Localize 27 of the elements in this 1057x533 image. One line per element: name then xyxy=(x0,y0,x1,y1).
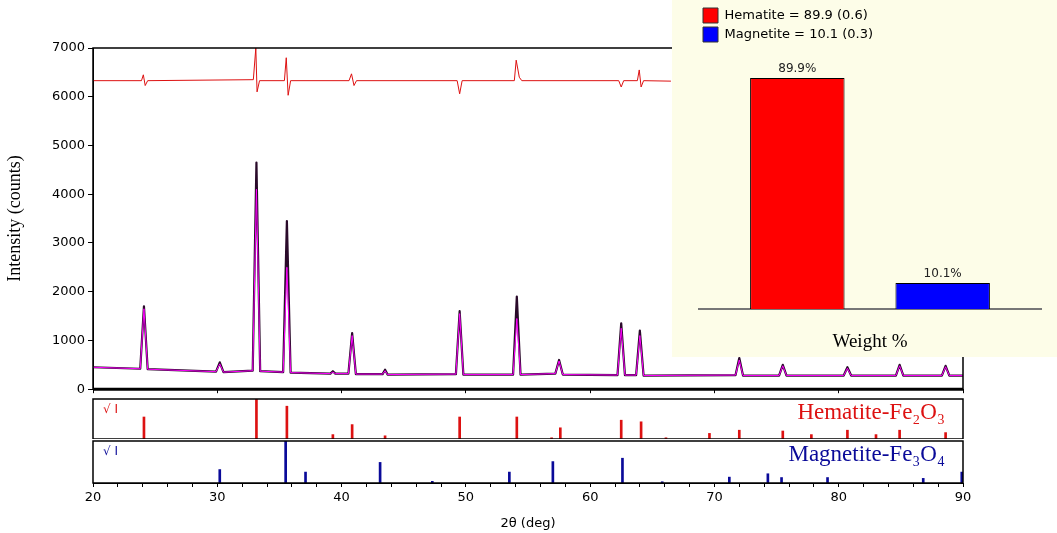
y-tick-label: 3000 xyxy=(51,234,85,250)
series-label: Magnetite-Fe₃O₄ xyxy=(788,440,945,466)
y-tick-label: 5000 xyxy=(51,136,85,152)
data-label: 89.9% xyxy=(778,61,817,76)
x-tick-label: 20 xyxy=(84,489,102,505)
x-tick-label: 90 xyxy=(954,489,972,505)
y-tick-label: 1000 xyxy=(51,331,85,347)
legend-label: Magnetite = 10.1 (0.3) xyxy=(724,25,874,41)
legend-label: Hematite = 89.9 (0.6) xyxy=(724,6,868,22)
x-tick-label: 30 xyxy=(209,489,226,505)
x-tick-label: 60 xyxy=(581,489,599,505)
y-tick-label: 4000 xyxy=(51,185,85,201)
y-tick-label: 2000 xyxy=(51,283,85,299)
annotation: √ I xyxy=(103,402,118,417)
x-axis-title: 2θ (deg) xyxy=(500,514,556,530)
x-tick-label: 70 xyxy=(706,489,723,505)
annotation: √ I xyxy=(103,444,118,459)
data-label: 10.1% xyxy=(923,266,962,281)
x-tick-label: 40 xyxy=(333,489,350,505)
y-tick-label: 6000 xyxy=(51,88,85,104)
x-tick-label: 80 xyxy=(830,489,847,505)
y-tick-label: 0 xyxy=(76,380,85,396)
y-axis-title: Intensity (counts) xyxy=(3,155,25,282)
x-tick-label: 50 xyxy=(457,489,475,505)
x-axis-title: Weight % xyxy=(832,329,908,351)
y-tick-label: 7000 xyxy=(51,39,85,55)
series-label: Hematite-Fe₂O₃ xyxy=(797,398,945,424)
